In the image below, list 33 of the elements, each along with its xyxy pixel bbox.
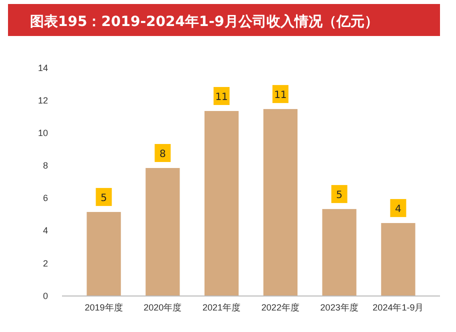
x-tick-label: 2023年度 [320, 302, 358, 312]
y-tick-label: 10 [38, 128, 48, 138]
label-box: 5 [96, 188, 112, 206]
y-tick-label: 14 [38, 62, 48, 73]
y-tick-label: 8 [42, 160, 48, 171]
y-tick-label: 6 [42, 193, 48, 204]
label-box: 5 [331, 185, 348, 204]
x-tick-label: 2020年度 [144, 302, 182, 312]
label-box: 11 [272, 85, 288, 104]
label-box: 11 [214, 87, 230, 105]
bar [381, 223, 416, 296]
x-tick-label: 2024年1-9月 [372, 302, 424, 312]
x-tick-label: 2021年度 [202, 302, 241, 312]
bar [263, 109, 298, 296]
bar [86, 212, 121, 296]
x-tick-label: 2022年度 [261, 302, 300, 312]
label-box: 4 [390, 199, 406, 218]
data-label: 11 [274, 90, 287, 102]
bar [204, 110, 239, 296]
data-label: 5 [336, 190, 343, 202]
data-label: 11 [215, 92, 228, 103]
chart-title: 图表195：2019-2024年1-9月公司收入情况（亿元） [30, 14, 378, 30]
x-tick-label: 2019年度 [84, 302, 123, 312]
data-label: 4 [395, 204, 402, 216]
bar [146, 168, 180, 296]
data-label: 5 [100, 192, 107, 204]
data-label: 8 [159, 148, 166, 160]
label-box: 8 [154, 144, 171, 162]
y-tick-label: 4 [42, 226, 48, 236]
bar [322, 209, 356, 296]
y-tick-label: 0 [42, 290, 48, 301]
y-tick-label: 2 [42, 258, 48, 268]
y-tick-label: 12 [38, 95, 48, 106]
